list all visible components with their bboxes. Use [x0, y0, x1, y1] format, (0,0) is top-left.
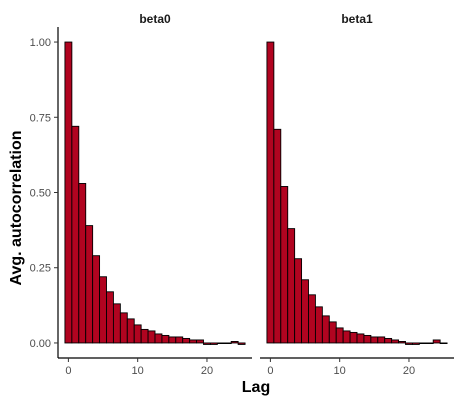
- bar-lag-16: [175, 336, 184, 344]
- x-tick-label: 20: [403, 365, 415, 377]
- bar-lag-7: [314, 306, 323, 344]
- bar-lag-12: [349, 331, 358, 344]
- bar-lag-3: [287, 228, 296, 344]
- bar-lag-25: [237, 342, 246, 345]
- bar-lag-10: [335, 327, 344, 344]
- bar-lag-21: [411, 342, 420, 345]
- panel-strip-label: beta0: [139, 12, 171, 26]
- bar-lag-15: [370, 336, 379, 344]
- bar-lag-11: [342, 330, 351, 344]
- panel-beta1: beta1 0 10 20: [260, 12, 454, 377]
- bar-lag-17: [182, 337, 191, 344]
- x-tick-label: 0: [267, 365, 273, 377]
- bar-lag-11: [140, 328, 149, 344]
- bar-lag-13: [356, 333, 365, 344]
- bar-lag-5: [301, 279, 309, 344]
- bar-lag-5: [99, 276, 107, 344]
- y-tick-label: 0.75: [30, 112, 51, 124]
- x-tick-label: 20: [201, 365, 213, 377]
- bar-lag-7: [112, 303, 121, 344]
- bar-lag-24: [432, 339, 441, 344]
- bar-lag-14: [161, 334, 170, 344]
- bar-lag-18: [189, 339, 198, 344]
- bar-lag-24: [230, 341, 239, 344]
- bar-lag-1: [71, 125, 80, 344]
- bar-lag-17: [384, 337, 393, 344]
- bar-lag-9: [328, 321, 337, 344]
- bar-lag-22: [216, 342, 225, 345]
- y-tick-label: 1.00: [30, 37, 51, 49]
- bar-lag-0: [64, 41, 73, 344]
- bar-lag-12: [147, 330, 156, 344]
- bar-lag-8: [119, 312, 128, 344]
- y-axis-title: Avg. autocorrelation: [8, 131, 25, 286]
- bar-lag-13: [154, 333, 163, 344]
- bar-lag-10: [133, 324, 142, 344]
- x-tick-label: 10: [132, 365, 144, 377]
- bar-lag-1: [273, 128, 282, 344]
- bar-lag-15: [168, 336, 177, 344]
- bar-lag-2: [280, 186, 289, 344]
- bar-lag-23: [425, 342, 434, 345]
- bar-lag-19: [398, 341, 406, 344]
- bar-lag-0: [266, 41, 275, 344]
- bar-lag-25: [439, 342, 448, 345]
- x-axis-title: Lag: [242, 379, 270, 396]
- bar-lag-18: [391, 339, 400, 344]
- bar-lag-2: [78, 183, 87, 344]
- bar-lag-19: [196, 339, 204, 344]
- bar-lag-4: [294, 258, 303, 344]
- bar-lag-3: [85, 225, 94, 344]
- bar-lag-6: [106, 291, 114, 344]
- bar-lag-20: [203, 342, 211, 345]
- bar-lag-6: [308, 294, 316, 344]
- bar-lag-20: [405, 342, 413, 345]
- y-tick-label: 0.25: [30, 263, 51, 275]
- x-tick-label: 10: [334, 365, 346, 377]
- bar-lag-21: [209, 342, 218, 345]
- y-tick-label: 0.50: [30, 188, 51, 200]
- bar-lag-23: [223, 342, 232, 345]
- bar-lag-9: [126, 318, 135, 344]
- bar-lag-8: [321, 315, 330, 344]
- bar-lag-4: [92, 255, 101, 344]
- x-tick-label: 0: [65, 365, 71, 377]
- y-tick-label: 0.00: [30, 338, 51, 350]
- bar-lag-22: [418, 342, 427, 345]
- bar-lag-14: [363, 334, 372, 344]
- panel-beta0: beta0 0.00 0.25 0.50 0.75 1.00 0 10 20: [30, 12, 252, 377]
- panel-strip-label: beta1: [341, 12, 373, 26]
- bar-lag-16: [377, 336, 386, 344]
